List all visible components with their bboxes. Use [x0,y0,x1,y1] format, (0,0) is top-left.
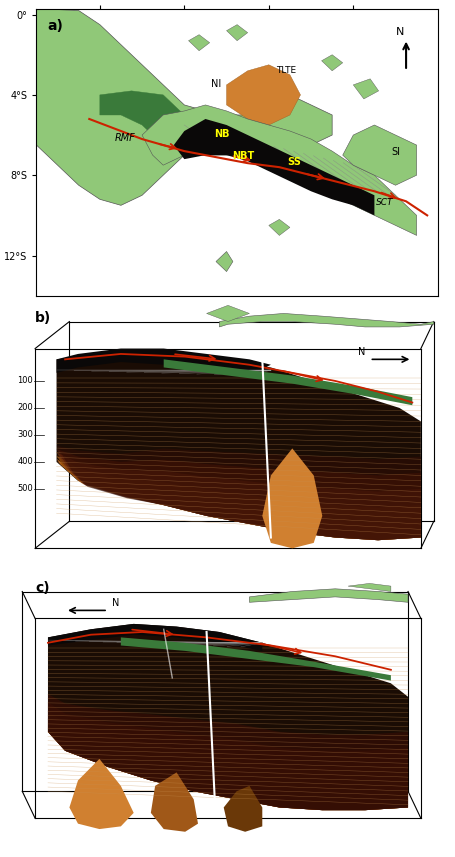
Polygon shape [223,786,262,832]
Text: 500: 500 [17,484,33,494]
Text: NB: NB [214,129,230,139]
Polygon shape [56,462,420,540]
Polygon shape [268,219,289,236]
Text: SI: SI [390,147,399,157]
Text: NI: NI [210,79,221,89]
Text: a): a) [47,19,63,33]
Text: SCT: SCT [375,198,393,207]
Polygon shape [56,449,420,540]
Polygon shape [48,725,407,810]
Polygon shape [262,448,322,548]
Text: 100: 100 [17,376,33,386]
Polygon shape [48,718,407,810]
Text: N: N [357,346,364,357]
Polygon shape [56,458,420,540]
Polygon shape [142,105,416,236]
Polygon shape [173,119,374,215]
Polygon shape [69,759,133,829]
Polygon shape [347,584,390,591]
Polygon shape [188,34,209,51]
Text: N: N [394,27,403,37]
Polygon shape [206,305,249,321]
Text: RMF: RMF [115,133,135,143]
Polygon shape [219,314,433,327]
Polygon shape [56,351,420,540]
Text: NBT: NBT [232,151,254,161]
Text: TLTE: TLTE [275,66,295,75]
Polygon shape [226,65,300,125]
Polygon shape [216,251,233,272]
Polygon shape [56,349,270,375]
Text: N: N [112,597,119,608]
Text: 300: 300 [17,430,33,440]
Polygon shape [48,710,407,810]
Text: Slab tear: Slab tear [278,452,391,476]
Text: b): b) [35,311,51,325]
Text: 400: 400 [17,458,33,466]
Polygon shape [48,624,262,651]
Text: SS: SS [287,157,300,167]
Polygon shape [100,91,194,155]
Polygon shape [56,446,420,540]
Polygon shape [36,9,331,206]
Polygon shape [121,638,390,680]
Polygon shape [249,589,407,602]
Text: c): c) [35,581,50,595]
Polygon shape [56,455,420,540]
Polygon shape [321,55,342,71]
Polygon shape [163,359,411,405]
Polygon shape [48,624,407,810]
Text: 200: 200 [17,404,33,412]
Polygon shape [226,25,247,40]
Polygon shape [353,79,378,99]
Polygon shape [56,452,420,540]
Polygon shape [48,732,407,810]
Polygon shape [151,772,197,832]
Polygon shape [48,694,407,810]
Polygon shape [342,125,416,185]
Polygon shape [48,702,407,810]
